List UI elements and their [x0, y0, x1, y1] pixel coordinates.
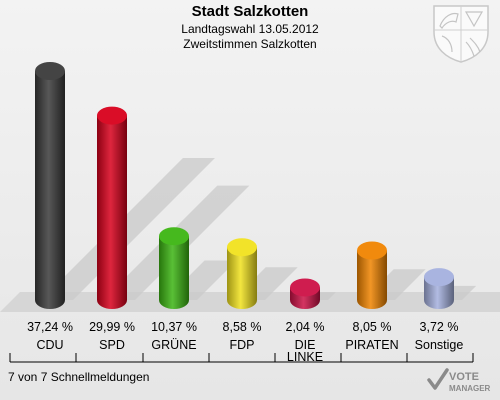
bars: [35, 62, 454, 310]
category-label-sonstige: Sonstige: [415, 338, 464, 352]
value-label-piraten: 8,05 %: [353, 320, 392, 334]
category-axis: [9, 353, 474, 363]
value-label-die-linke: 2,04 %: [286, 320, 325, 334]
value-label-sonstige: 3,72 %: [420, 320, 459, 334]
bar-die-linke: [290, 278, 320, 309]
category-label-gr-ne: GRÜNE: [151, 338, 196, 352]
status-text: 7 von 7 Schnellmeldungen: [8, 370, 150, 384]
vote-manager-logo: VOTE MANAGER: [427, 368, 491, 393]
category-label-fdp: FDP: [230, 338, 255, 352]
check-icon: [427, 368, 449, 390]
value-labels: 37,24 % 29,99 % 10,37 % 8,58 % 2,04 % 8,05 % 3…: [27, 320, 458, 334]
coat-of-arms-icon: [433, 5, 489, 63]
bar-spd: [97, 106, 127, 310]
category-labels: CDU SPD GRÜNE FDP DIE LINKE PIRATEN Sonstige: [36, 338, 463, 364]
category-label-spd: SPD: [99, 338, 125, 352]
chart-title: Stadt Salzkotten: [191, 3, 309, 20]
bar-shadow-cdu: [41, 158, 215, 300]
logo-line-vote: VOTE: [449, 371, 479, 383]
logo-line-manager: MANAGER: [449, 384, 491, 393]
category-label-cdu: CDU: [36, 338, 63, 352]
bar-gr-ne: [159, 227, 189, 309]
value-label-fdp: 8,58 %: [223, 320, 262, 334]
value-label-cdu: 37,24 %: [27, 320, 73, 334]
category-label-die-linke: DIE LINKE: [287, 338, 323, 364]
bar-cdu: [35, 62, 65, 309]
bar-sonstige: [424, 268, 454, 309]
bar-piraten: [357, 241, 387, 309]
chart-subtitle-votes: Zweitstimmen Salzkotten: [183, 37, 317, 51]
category-label-piraten: PIRATEN: [345, 338, 398, 352]
value-label-gr-ne: 10,37 %: [151, 320, 197, 334]
chart-subtitle-election: Landtagswahl 13.05.2012: [181, 22, 319, 36]
value-label-spd: 29,99 %: [89, 320, 135, 334]
bar-fdp: [227, 238, 257, 309]
